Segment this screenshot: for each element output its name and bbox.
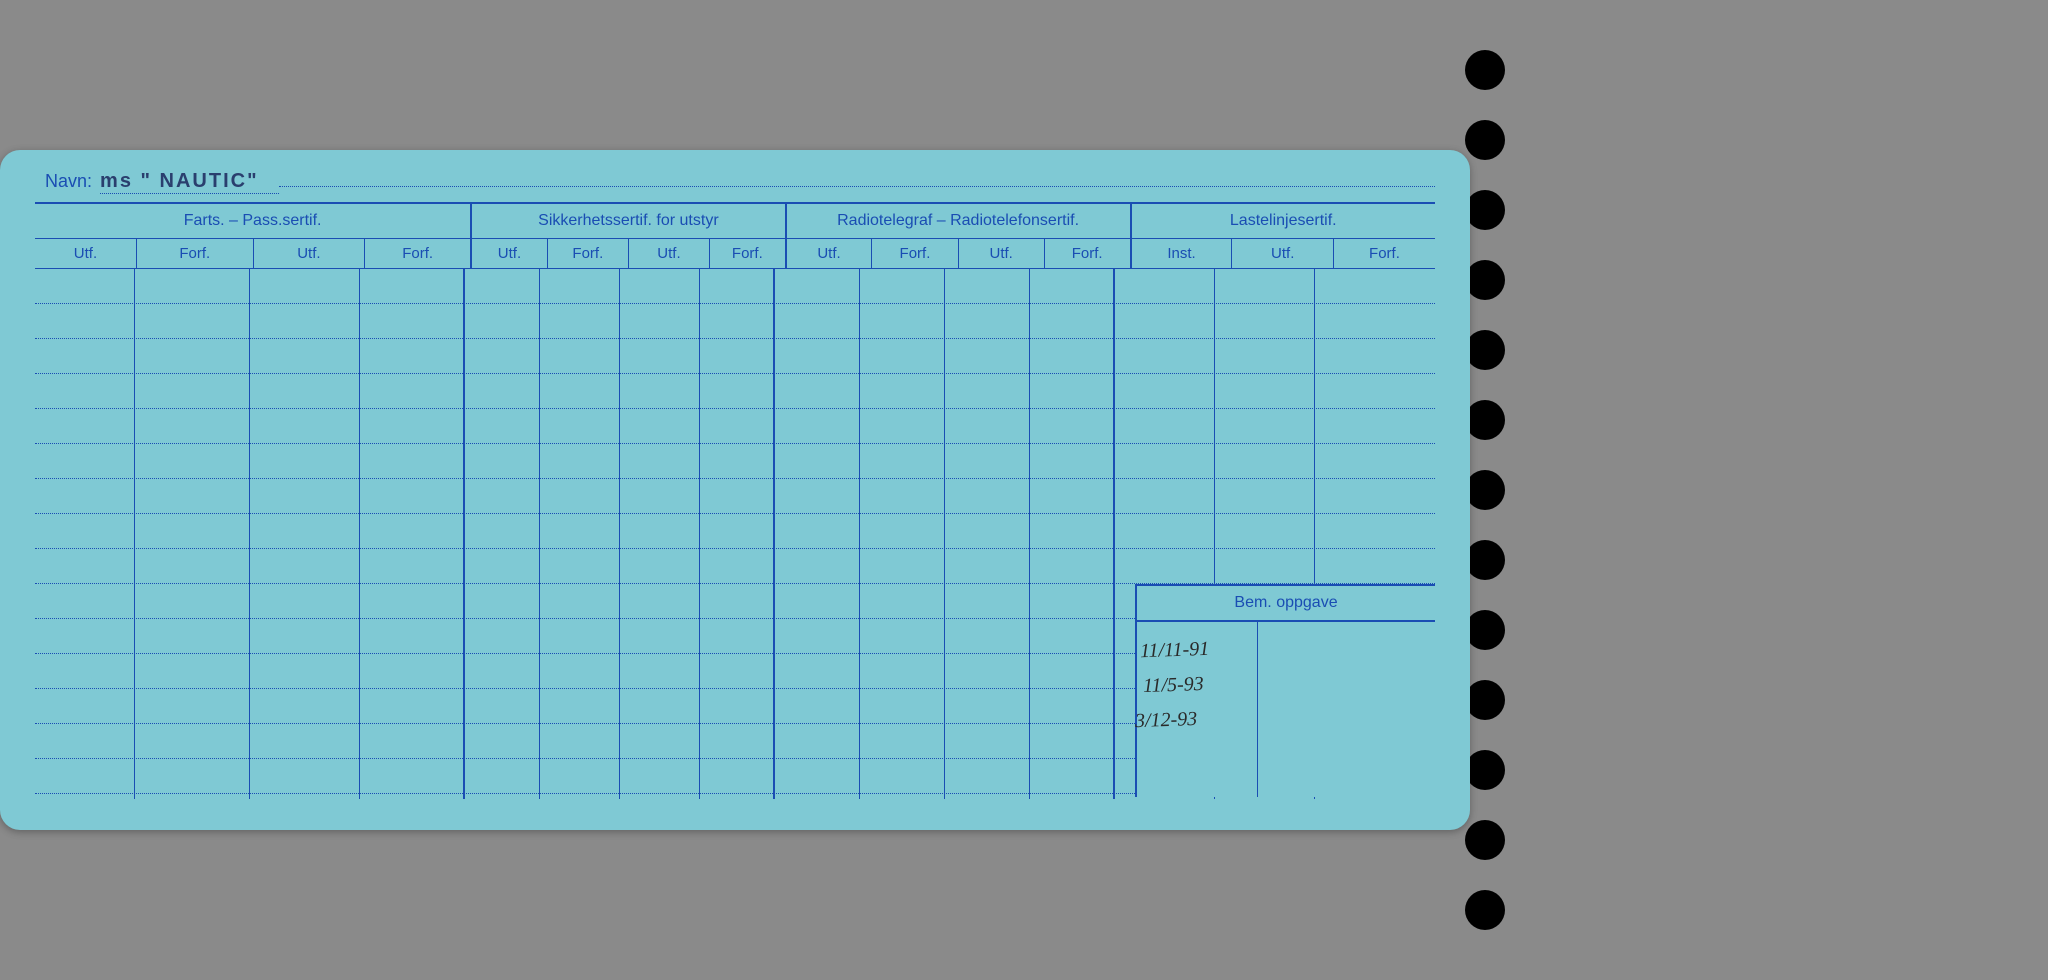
column-divider: [465, 269, 540, 799]
sub-header: Forf.: [1044, 239, 1130, 269]
group-header: Farts. – Pass.sertif.: [35, 204, 471, 239]
binder-hole: [1465, 750, 1505, 790]
sub-header: Forf.: [710, 239, 786, 269]
binder-hole: [1465, 50, 1505, 90]
navn-label: Navn:: [45, 171, 92, 192]
sub-header: Utf.: [35, 239, 136, 269]
sub-header: Utf.: [1232, 239, 1333, 269]
sub-header: Forf.: [1333, 239, 1435, 269]
binder-hole: [1465, 260, 1505, 300]
sub-header: Utf.: [786, 239, 872, 269]
header-row: Navn: ms " NAUTIC": [35, 170, 1435, 194]
sub-header: Utf.: [253, 239, 365, 269]
sub-header-row: Utf.Forf.Utf.Forf.Utf.Forf.Utf.Forf.Utf.…: [35, 239, 1435, 269]
bem-vertical-divider: [1257, 622, 1258, 797]
sub-header: Forf.: [136, 239, 253, 269]
sub-header: Utf.: [628, 239, 709, 269]
binder-hole: [1465, 820, 1505, 860]
handwritten-date: 3/12-93: [1135, 708, 1198, 733]
sub-header: Utf.: [958, 239, 1044, 269]
binder-hole: [1465, 540, 1505, 580]
data-area: Bem. oppgave 11/11-91 11/5-93 3/12-93: [35, 269, 1435, 799]
binder-hole: [1465, 610, 1505, 650]
column-divider: [775, 269, 860, 799]
group-header: Lastelinjesertif.: [1131, 204, 1435, 239]
binder-hole: [1465, 890, 1505, 930]
binder-holes: [1465, 10, 1505, 970]
group-header-row: Farts. – Pass.sertif.Sikkerhetssertif. f…: [35, 204, 1435, 239]
certificate-table: Farts. – Pass.sertif.Sikkerhetssertif. f…: [35, 204, 1435, 269]
column-divider: [620, 269, 700, 799]
page-wrapper: Navn: ms " NAUTIC" Farts. – Pass.sertif.…: [0, 10, 1505, 970]
column-divider: [135, 269, 250, 799]
column-divider: [945, 269, 1030, 799]
navn-value: ms " NAUTIC": [100, 170, 279, 194]
column-divider: [35, 269, 135, 799]
navn-dotted-line: [279, 186, 1435, 187]
binder-hole: [1465, 400, 1505, 440]
column-divider: [540, 269, 620, 799]
binder-hole: [1465, 470, 1505, 510]
column-divider: [860, 269, 945, 799]
column-divider: [1030, 269, 1115, 799]
table-container: Farts. – Pass.sertif.Sikkerhetssertif. f…: [35, 202, 1435, 799]
group-header: Radiotelegraf – Radiotelefonsertif.: [786, 204, 1131, 239]
sub-header: Forf.: [547, 239, 628, 269]
binder-hole: [1465, 680, 1505, 720]
sub-header: Inst.: [1131, 239, 1232, 269]
bem-header: Bem. oppgave: [1137, 586, 1435, 622]
group-header: Sikkerhetssertif. for utstyr: [471, 204, 785, 239]
binder-hole: [1465, 330, 1505, 370]
record-card: Navn: ms " NAUTIC" Farts. – Pass.sertif.…: [0, 150, 1470, 830]
sub-header: Utf.: [471, 239, 547, 269]
sub-header: Forf.: [872, 239, 958, 269]
column-divider: [360, 269, 465, 799]
binder-hole: [1465, 190, 1505, 230]
handwritten-date: 11/5-93: [1143, 673, 1205, 698]
binder-hole: [1465, 120, 1505, 160]
column-divider: [250, 269, 360, 799]
column-divider: [700, 269, 775, 799]
sub-header: Forf.: [365, 239, 472, 269]
handwritten-date: 11/11-91: [1140, 638, 1210, 663]
